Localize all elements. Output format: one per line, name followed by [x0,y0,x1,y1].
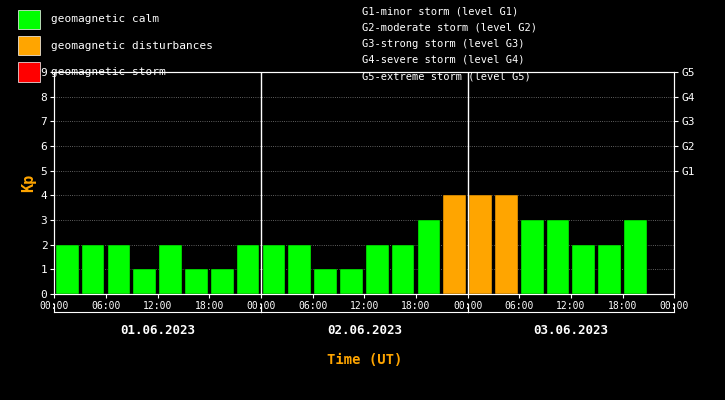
Bar [133,269,156,294]
Bar [366,245,389,294]
Bar [18,36,40,56]
Bar [573,245,595,294]
Y-axis label: Kp: Kp [22,174,36,192]
Bar [598,245,621,294]
Text: G3-strong storm (level G3): G3-strong storm (level G3) [362,39,525,49]
Text: 01.06.2023: 01.06.2023 [120,324,195,337]
Bar [521,220,544,294]
Bar [237,245,260,294]
Text: G4-severe storm (level G4): G4-severe storm (level G4) [362,55,525,65]
Bar [82,245,104,294]
Bar [262,245,285,294]
Text: geomagnetic calm: geomagnetic calm [51,14,159,24]
Bar [160,245,182,294]
Bar [547,220,569,294]
Text: G1-minor storm (level G1): G1-minor storm (level G1) [362,6,519,16]
Bar [340,269,362,294]
Text: 02.06.2023: 02.06.2023 [327,324,402,337]
Bar [185,269,208,294]
Bar [495,195,518,294]
Bar [469,195,492,294]
Bar [107,245,130,294]
Text: 03.06.2023: 03.06.2023 [534,324,608,337]
Text: G5-extreme storm (level G5): G5-extreme storm (level G5) [362,71,531,81]
Bar [314,269,337,294]
Text: geomagnetic disturbances: geomagnetic disturbances [51,41,212,51]
Bar [56,245,78,294]
Bar [624,220,647,294]
Bar [392,245,415,294]
Bar [418,220,440,294]
Bar [18,10,40,29]
Bar [289,245,311,294]
Bar [18,62,40,82]
Bar [211,269,233,294]
Text: G2-moderate storm (level G2): G2-moderate storm (level G2) [362,22,537,32]
Text: Time (UT): Time (UT) [327,353,402,367]
Text: geomagnetic storm: geomagnetic storm [51,67,165,77]
Bar [444,195,466,294]
